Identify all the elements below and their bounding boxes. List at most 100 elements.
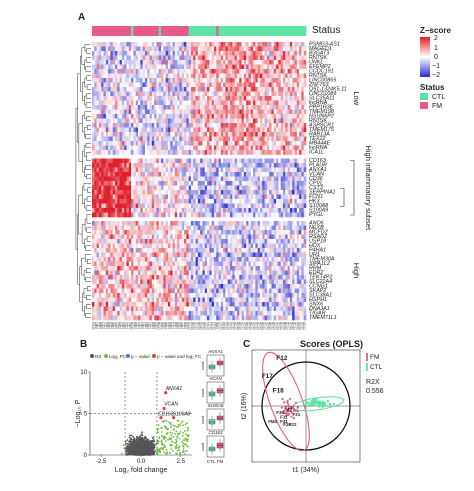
heatmap-cell: [135, 194, 139, 200]
heatmap-cell: [181, 194, 185, 200]
heatmap-cell: [131, 60, 134, 65]
heatmap-cell: [232, 275, 235, 280]
heatmap-cell: [241, 185, 245, 191]
heatmap-cell: [181, 234, 185, 240]
heatmap-cell: [299, 105, 302, 110]
heatmap-cell: [144, 225, 148, 231]
heatmap-cell: [156, 96, 160, 101]
heatmap-cell: [133, 163, 137, 168]
heatmap-cell: [262, 167, 265, 173]
heatmap-cell: [282, 158, 286, 164]
heatmap-cell: [190, 78, 194, 83]
heatmap-cell: [239, 87, 242, 92]
heatmap-cell: [184, 158, 187, 164]
heatmap-cell: [271, 190, 275, 195]
heatmap-cell: [255, 266, 258, 271]
heatmap-cell: [94, 82, 97, 88]
heatmap-cell: [96, 208, 100, 213]
heatmap-cell: [163, 42, 166, 47]
heatmap-cell: [124, 109, 127, 115]
heatmap-cell: [292, 46, 295, 52]
heatmap-cell: [188, 82, 192, 88]
heatmap-cell: [172, 190, 176, 195]
heatmap-cell: [303, 261, 307, 267]
heatmap-cell: [105, 167, 109, 173]
heatmap-cell: [138, 51, 141, 56]
heatmap-cell: [294, 279, 298, 285]
heatmap-cell: [253, 225, 256, 231]
heatmap-cell: [266, 136, 270, 142]
heatmap-cell: [289, 239, 293, 244]
dendrogram-branch: [86, 174, 91, 179]
heatmap-cell: [133, 172, 137, 177]
heatmap-cell: [94, 55, 97, 61]
heatmap-cell: [232, 73, 235, 79]
heatmap-cell: [149, 234, 153, 240]
heatmap-cell: [253, 91, 256, 97]
heatmap-cell: [216, 78, 219, 83]
heatmap-cell: [167, 234, 171, 240]
heatmap-cell: [92, 243, 95, 249]
heatmap-cell: [204, 150, 208, 155]
heatmap-cell: [144, 275, 148, 280]
heatmap-cell: [248, 114, 252, 119]
heatmap-cell: [296, 51, 300, 56]
heatmap-cell: [170, 172, 173, 177]
heatmap-cell: [301, 172, 304, 177]
heatmap-cell: [197, 199, 201, 204]
heatmap-cell: [282, 181, 286, 186]
heatmap-cell: [285, 132, 288, 137]
heatmap-cell: [250, 91, 254, 97]
heatmap-cell: [232, 194, 235, 200]
heatmap-cell: [156, 123, 160, 128]
heatmap-cell: [177, 243, 180, 249]
heatmap-cell: [211, 257, 215, 262]
heatmap-cell: [170, 82, 173, 88]
heatmap-cell: [186, 252, 189, 258]
heatmap-cell: [161, 248, 164, 253]
heatmap-cell: [273, 109, 277, 115]
heatmap-cell: [257, 96, 261, 101]
heatmap-cell: [154, 270, 157, 276]
heatmap-cell: [280, 51, 284, 56]
heatmap-cell: [239, 181, 242, 186]
heatmap-cell: [96, 100, 100, 106]
heatmap-cell: [119, 163, 123, 168]
heatmap-cell: [158, 275, 162, 280]
heatmap-cell: [234, 266, 238, 271]
heatmap-cell: [121, 176, 125, 182]
heatmap-cell: [161, 141, 164, 146]
heatmap-cell: [262, 257, 265, 262]
heatmap-cell: [257, 212, 261, 218]
heatmap-cell: [108, 158, 111, 164]
heatmap-cell: [287, 243, 291, 249]
heatmap-cell: [151, 118, 155, 124]
heatmap-cell: [163, 136, 166, 142]
heatmap-cell: [209, 73, 212, 79]
heatmap-cell: [174, 234, 178, 240]
heatmap-cell: [161, 199, 164, 204]
heatmap-cell: [213, 275, 217, 280]
heatmap-cell: [269, 203, 272, 209]
heatmap-cell: [147, 185, 150, 191]
dendrogram-branch: [84, 238, 88, 249]
dendrogram-branch: [84, 111, 91, 119]
heatmap-cell: [131, 279, 134, 285]
heatmap-cell: [115, 185, 118, 191]
heatmap-cell: [259, 141, 263, 146]
heatmap-cell: [101, 225, 104, 231]
heatmap-cell: [126, 136, 130, 142]
heatmap-cell: [96, 73, 100, 79]
heatmap-cell: [124, 190, 127, 195]
heatmap-cell: [135, 127, 139, 133]
heatmap-cell: [98, 150, 102, 155]
heatmap-cell: [184, 261, 187, 267]
heatmap-cell: [103, 266, 107, 271]
heatmap-cell: [220, 181, 224, 186]
heatmap-cell: [303, 181, 307, 186]
heatmap-cell: [211, 252, 215, 258]
heatmap-cell: [282, 118, 286, 124]
heatmap-cell: [161, 261, 164, 267]
heatmap-cell: [241, 87, 245, 92]
heatmap-cell: [179, 257, 183, 262]
